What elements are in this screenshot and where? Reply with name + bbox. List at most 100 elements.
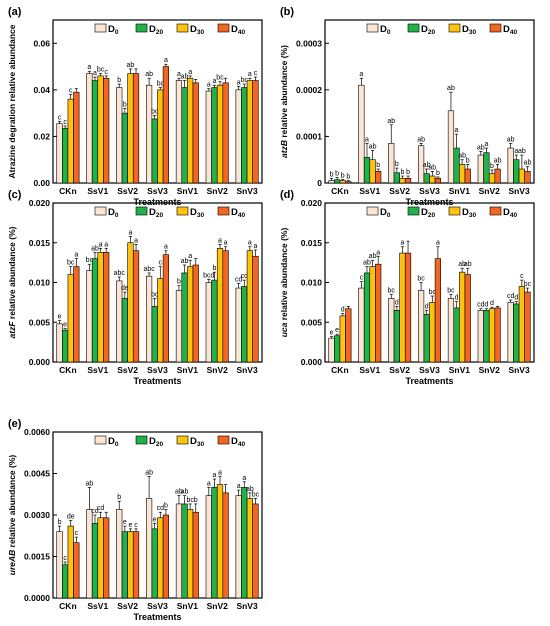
legend-label: D30 <box>190 24 204 36</box>
significance-letter: bc <box>86 257 94 264</box>
y-axis-label: uca relative abundance (%) <box>279 228 289 338</box>
panel-label: (d) <box>280 189 294 201</box>
legend-swatch-D30 <box>448 23 461 33</box>
bar-D40-SnV2 <box>494 307 501 363</box>
bar-D20-SnV1 <box>181 503 188 599</box>
significance-letter: d <box>395 299 399 306</box>
bar-D30-CKn <box>67 525 74 599</box>
x-tick-label: SsV1 <box>87 601 108 611</box>
x-axis-label: Treatments <box>405 197 453 207</box>
significance-letter: cd <box>235 276 243 283</box>
bar-D0-SnV1 <box>175 503 183 599</box>
significance-letter: b <box>436 170 440 177</box>
significance-letter: a <box>207 82 211 89</box>
bar-D20-CKn <box>62 564 69 599</box>
significance-letter: ab <box>387 118 395 125</box>
significance-letter: b <box>164 502 168 509</box>
bar-D30-SsV3 <box>157 89 164 184</box>
significance-letter: d <box>490 300 494 307</box>
bar-D20-SsV1 <box>363 157 371 184</box>
bar-D0-SsV1 <box>86 509 93 599</box>
significance-letter: ab <box>524 160 532 167</box>
legend-label: D20 <box>149 436 163 448</box>
bar-D0-SsV1 <box>358 84 365 184</box>
bar-D20-CKn <box>62 127 69 184</box>
bar-D40-CKn <box>345 181 352 184</box>
significance-letter: ab <box>369 253 377 260</box>
bar-D20-SnV3 <box>513 303 520 363</box>
bar-D30-CKn <box>67 98 74 184</box>
significance-letter: ab <box>127 62 135 69</box>
x-axis-label: Treatments <box>133 197 181 207</box>
plot-frame <box>324 19 535 184</box>
significance-letter: a <box>74 252 78 259</box>
significance-letter: cd <box>157 505 165 512</box>
x-tick-label: SnV1 <box>449 365 471 375</box>
significance-letter: ab <box>363 260 371 267</box>
x-tick-label: CKn <box>59 601 76 611</box>
y-tick-label: 0.010 <box>301 278 323 288</box>
bar-D30-SsV1 <box>97 75 104 184</box>
significance-letter: cd <box>507 293 515 300</box>
significance-letter: cd <box>91 508 99 515</box>
bar-D20-CKn <box>334 335 341 363</box>
significance-letter: bc <box>429 289 437 296</box>
significance-letter: ab <box>85 480 93 487</box>
bar-D20-SsV1 <box>363 272 371 363</box>
significance-letter: ab <box>417 136 425 143</box>
bar-D0-SnV3 <box>235 495 242 599</box>
significance-letter: a <box>212 78 216 85</box>
panel-label: (e) <box>8 418 22 430</box>
significance-letter: a <box>455 127 459 134</box>
bar-D40-SnV1 <box>192 264 199 363</box>
significance-letter: b <box>330 171 334 178</box>
bar-D20-SsV2 <box>393 310 400 363</box>
significance-letter: abc <box>114 270 126 277</box>
bar-D30-SsV1 <box>97 251 104 363</box>
legend-swatch-D20 <box>407 206 420 216</box>
legend-label: D20 <box>149 24 163 36</box>
bar-D40-SnV2 <box>222 250 229 363</box>
bar-D30-SsV1 <box>97 517 104 599</box>
bar-D40-SnV3 <box>252 503 259 599</box>
bar-D0-SnV3 <box>235 287 242 363</box>
bar-D40-SnV1 <box>464 274 471 363</box>
legend-label: D20 <box>421 24 435 36</box>
x-tick-label: CKn <box>331 365 348 375</box>
bar-D0-CKn <box>56 323 63 363</box>
x-tick-label: SnV2 <box>207 601 229 611</box>
significance-letter: c <box>134 522 138 529</box>
x-tick-label: SsV3 <box>147 601 168 611</box>
significance-letter: ab <box>91 245 99 252</box>
x-tick-label: SsV3 <box>147 365 168 375</box>
y-tick-label: 0.0060 <box>24 427 50 437</box>
y-tick-label: 0.015 <box>29 238 51 248</box>
chart-panel-2: 0.0000.0050.0100.0150.020CKneebcaSsV1bca… <box>7 189 263 386</box>
y-tick-label: 0.00 <box>33 178 50 188</box>
significance-letter: b <box>346 174 350 181</box>
legend-label: D0 <box>380 207 391 219</box>
x-tick-label: SnV3 <box>236 601 258 611</box>
significance-letter: bc <box>151 291 159 298</box>
significance-letter: a <box>248 71 252 78</box>
significance-letter: b <box>58 519 62 526</box>
bar-D0-SsV3 <box>146 498 153 599</box>
bar-D30-SsV3 <box>157 278 164 363</box>
significance-letter: c <box>75 530 79 537</box>
bar-D0-SnV3 <box>507 302 514 363</box>
legend-swatch-D40 <box>489 206 502 216</box>
significance-letter: a <box>177 71 181 78</box>
legend-label: D20 <box>149 207 163 219</box>
significance-letter: b <box>177 279 181 286</box>
bar-D40-SsV2 <box>404 252 412 363</box>
bar-D20-SsV1 <box>91 80 99 184</box>
y-axis-label: ureAB relative abundance (%) <box>7 455 17 576</box>
significance-letter: a <box>207 480 211 487</box>
bar-D40-CKn <box>73 91 80 184</box>
legend-swatch-D40 <box>217 206 230 216</box>
significance-letter: ab <box>464 261 472 268</box>
x-tick-label: SsV2 <box>117 601 138 611</box>
significance-letter: d <box>341 307 345 314</box>
bar-D40-SsV1 <box>103 517 110 599</box>
bar-D40-CKn <box>73 266 80 363</box>
